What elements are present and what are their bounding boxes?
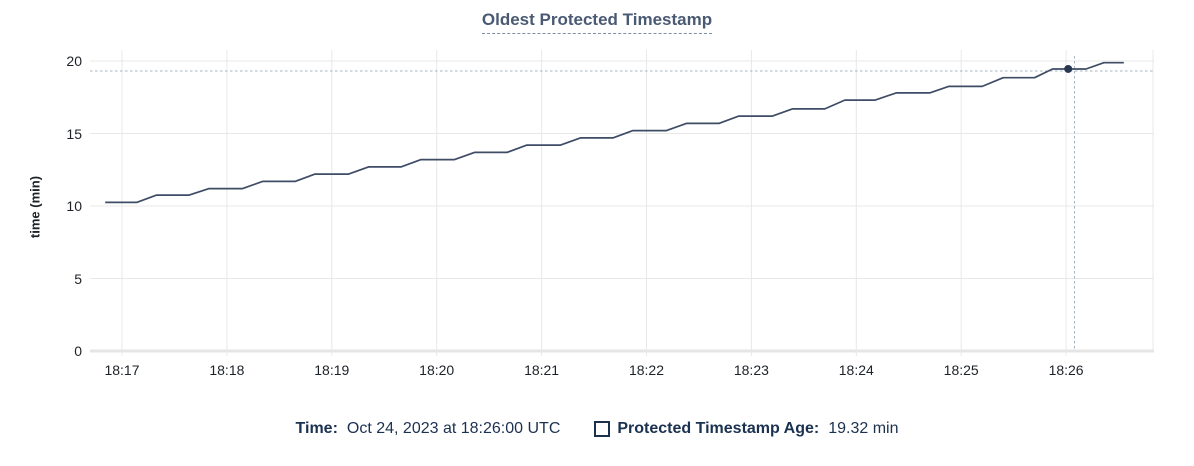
x-tick-label: 18:26 xyxy=(1048,362,1084,378)
x-tick-label: 18:20 xyxy=(419,362,455,378)
y-tick-label: 0 xyxy=(74,343,82,359)
chart-footer: Time: Oct 24, 2023 at 18:26:00 UTC Prote… xyxy=(0,420,1194,438)
y-tick-label: 15 xyxy=(66,125,82,142)
x-tick-label: 18:19 xyxy=(314,362,350,378)
x-tick-label: 18:24 xyxy=(838,362,874,378)
y-tick-label: 20 xyxy=(66,53,82,69)
time-value: Oct 24, 2023 at 18:26:00 UTC xyxy=(346,420,561,437)
series-line-protected-timestamp-age xyxy=(105,61,1124,204)
x-tick-label: 18:22 xyxy=(628,362,665,378)
legend-item-protected-timestamp-age[interactable]: Protected Timestamp Age: 19.32 min xyxy=(594,420,898,438)
x-tick-label: 18:23 xyxy=(733,362,769,378)
chart-title-row: Oldest Protected Timestamp xyxy=(0,10,1194,34)
hover-point-marker xyxy=(1064,64,1073,73)
legend-swatch-icon xyxy=(594,421,611,437)
line-chart-plot[interactable] xyxy=(90,48,1154,362)
y-tick-label: 5 xyxy=(74,270,82,287)
x-tick-label: 18:17 xyxy=(104,362,140,378)
x-tick-label: 18:21 xyxy=(524,362,560,378)
x-tick-label: 18:18 xyxy=(209,362,245,378)
legend-label: Protected Timestamp Age: xyxy=(617,420,820,437)
x-tick-label: 18:25 xyxy=(943,362,979,378)
chart-title[interactable]: Oldest Protected Timestamp xyxy=(481,10,713,34)
legend-value: 19.32 min xyxy=(828,420,899,437)
y-tick-label: 10 xyxy=(66,198,82,214)
time-label: Time: xyxy=(295,420,338,437)
